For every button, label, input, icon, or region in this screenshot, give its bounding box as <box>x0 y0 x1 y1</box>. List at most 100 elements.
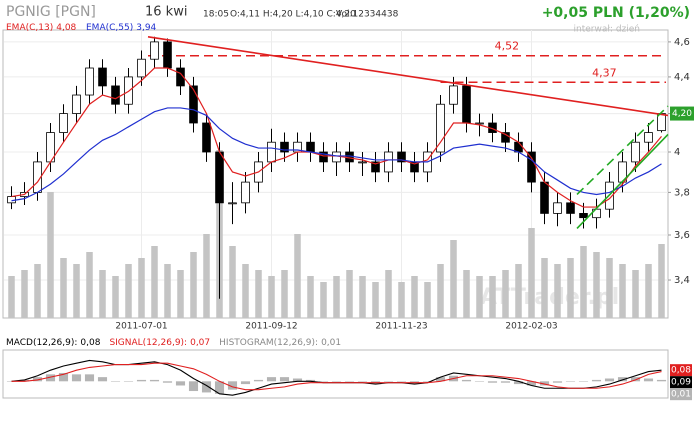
histogram-bar <box>318 381 329 382</box>
histogram-bar <box>58 372 69 382</box>
axis-label: 0,08 <box>671 366 691 376</box>
volume-bar <box>489 276 496 318</box>
volume-bar <box>294 234 301 318</box>
volume-bar <box>463 270 470 318</box>
volume-text: Vol:12334438 <box>336 10 399 20</box>
candle-body <box>137 58 146 78</box>
volume-bar <box>99 270 106 318</box>
trendline <box>147 35 669 117</box>
change: +0,05 PLN (1,20%) <box>542 5 690 21</box>
trendline <box>576 105 669 196</box>
histogram-bar <box>604 378 615 382</box>
volume-bar <box>255 270 262 318</box>
histogram-bar <box>435 377 446 382</box>
histogram-bar <box>552 381 563 383</box>
histogram-bar <box>500 381 511 383</box>
candle-body <box>124 76 133 105</box>
candle-body <box>72 94 81 114</box>
candle-body <box>566 202 575 214</box>
histogram-bar <box>643 378 654 382</box>
candle-body <box>631 141 640 163</box>
legend-name: HISTOGRAM(12,26,9): <box>219 338 318 348</box>
histogram-bar <box>396 381 407 382</box>
histogram-bar <box>539 381 550 386</box>
histogram-bar <box>656 379 667 382</box>
candle-body <box>189 85 198 124</box>
volume-bar <box>268 276 275 318</box>
candle-body <box>514 141 523 153</box>
macd-line <box>11 362 662 391</box>
last-price-box <box>670 106 694 121</box>
legend-entry: HISTOGRAM(12,26,9): 0,01 <box>219 338 341 348</box>
legend-value: 3,94 <box>136 23 156 33</box>
histogram-bar <box>32 377 43 382</box>
y-tick-label: 3,6 <box>674 230 690 241</box>
x-tick-label: 2011-11-23 <box>375 322 427 332</box>
axis-label-box <box>670 376 692 389</box>
legend-value: 0,07 <box>190 338 210 348</box>
volume-bar <box>47 192 54 318</box>
y-tick-label: 3,4 <box>674 275 690 286</box>
candle-body <box>527 151 536 183</box>
volume-bar <box>151 246 158 318</box>
histogram-bar <box>357 381 368 382</box>
legend-value: 4,08 <box>56 23 76 33</box>
volume-bar <box>8 276 15 318</box>
x-tick-label: 2011-09-12 <box>245 322 297 332</box>
axis-label-box <box>670 364 692 377</box>
volume-bar <box>502 270 509 318</box>
histogram-bar <box>149 379 160 382</box>
legend-entry: MACD(12,26,9): 0,08 <box>6 338 101 348</box>
x-tick-label: 2011-07-01 <box>115 322 167 332</box>
histogram-bar <box>344 381 355 382</box>
histogram-bar <box>565 381 576 382</box>
candle-body <box>85 67 94 96</box>
volume-bar <box>190 252 197 318</box>
volume-bar <box>619 264 626 318</box>
volume-bar <box>346 270 353 318</box>
volume-bar <box>528 228 535 318</box>
candle-body <box>397 151 406 163</box>
histogram-bar <box>331 381 342 382</box>
histogram-bar <box>175 381 186 386</box>
histogram-bar <box>474 381 485 382</box>
volume-bar <box>242 264 249 318</box>
axis-label: 0,09 <box>671 378 691 388</box>
histogram-bar <box>123 381 134 382</box>
volume-bar <box>554 264 561 318</box>
volume-bar <box>411 276 418 318</box>
interval: interwał: dzień <box>574 25 640 35</box>
axis-label-box <box>670 388 692 401</box>
volume-bar <box>320 282 327 318</box>
volume-bar <box>580 246 587 318</box>
candle-body <box>150 41 159 60</box>
histogram-bar <box>617 377 628 382</box>
histogram-bar <box>591 379 602 382</box>
volume-bar <box>437 264 444 318</box>
candle-body <box>111 85 120 105</box>
histogram-bar <box>214 381 225 394</box>
volume-bar <box>333 276 340 318</box>
candle-body <box>176 67 185 87</box>
candle-body <box>540 181 549 214</box>
candle-body <box>163 41 172 69</box>
candle-body <box>306 141 315 153</box>
candle-body <box>319 151 328 163</box>
chart-title: PGNIG [PGN] <box>6 4 96 20</box>
ohlc: O:4,11 H:4,20 L:4,10 C:4,20 <box>230 10 356 20</box>
legend-entry: EMA(C,55) 3,94 <box>86 23 157 33</box>
volume-bar <box>281 270 288 318</box>
candle-body <box>98 67 107 87</box>
histogram-bar <box>71 374 82 382</box>
histogram-bar <box>383 381 394 382</box>
last-price-label: 4,20 <box>672 109 692 119</box>
legend-entry: SIGNAL(12,26,9): 0,07 <box>109 338 210 348</box>
x-tick-label: 2012-02-03 <box>505 322 557 332</box>
volume-bar <box>515 264 522 318</box>
candle-body <box>579 213 588 219</box>
legend-name: MACD(12,26,9): <box>6 338 77 348</box>
candle-body <box>241 181 250 204</box>
volume-bar <box>372 282 379 318</box>
histogram-bar <box>578 381 589 382</box>
candle-body <box>384 151 393 173</box>
